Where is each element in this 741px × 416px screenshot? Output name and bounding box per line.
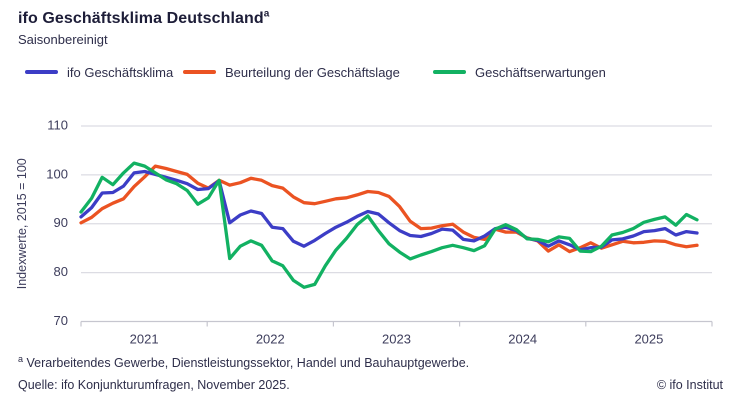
- x-tick-label-2024: 2024: [508, 332, 537, 347]
- footnote-marker: a: [18, 353, 24, 364]
- chart-footnote: a Verarbeitendes Gewerbe, Dienstleistung…: [18, 353, 470, 370]
- line-chart-plot: 110 100 90 80 70 2021 2022 2023 2024 2025 Indexwer…: [15, 117, 713, 347]
- x-tick-label-2025: 2025: [634, 332, 663, 347]
- legend-swatch-blue: [25, 70, 58, 74]
- copyright-note: © ifo Institut: [656, 378, 723, 392]
- legend-item-geschaeftsklima: ifo Geschäftsklima: [25, 64, 173, 80]
- y-tick-label-70: 70: [54, 313, 68, 328]
- legend-item-geschaeftslage: Beurteilung der Geschäftslage: [183, 64, 400, 80]
- source-note: Quelle: ifo Konjunkturumfragen, November…: [18, 378, 290, 392]
- y-tick-label-80: 80: [54, 264, 68, 279]
- y-tick-label-110: 110: [47, 117, 68, 132]
- legend-swatch-green: [433, 70, 466, 74]
- chart-subtitle: Saisonbereinigt: [18, 32, 108, 47]
- series-line-ifo-gesch-ftsklima: [79, 169, 699, 252]
- y-tick-label-90: 90: [54, 215, 68, 230]
- legend-swatch-orange: [183, 70, 216, 74]
- y-axis-title: Indexwerte, 2015 = 100: [15, 158, 29, 289]
- title-footnote-marker: a: [263, 8, 270, 20]
- y-tick-label-100: 100: [46, 166, 68, 181]
- page-title-text: ifo Geschäftsklima Deutschland: [18, 10, 264, 27]
- legend-label: Geschäftserwartungen: [475, 64, 606, 80]
- legend-item-geschaeftserwartungen: Geschäftserwartungen: [433, 64, 606, 80]
- page-title: ifo Geschäftsklima Deutschlanda: [18, 8, 270, 28]
- x-tick-label-2022: 2022: [256, 332, 285, 347]
- x-tick-label-2023: 2023: [382, 332, 411, 347]
- legend-label: Beurteilung der Geschäftslage: [225, 64, 400, 80]
- legend-label: ifo Geschäftsklima: [67, 64, 174, 80]
- chart-legend: ifo Geschäftsklima Beurteilung der Gesch…: [0, 64, 741, 82]
- x-tick-label-2021: 2021: [130, 332, 159, 347]
- series-line-gesch-ftserwartungen: [79, 161, 699, 289]
- series-line-beurteilung-der-gesch-ftslage: [79, 164, 699, 254]
- footnote-text: Verarbeitendes Gewerbe, Dienstleistungss…: [26, 356, 470, 370]
